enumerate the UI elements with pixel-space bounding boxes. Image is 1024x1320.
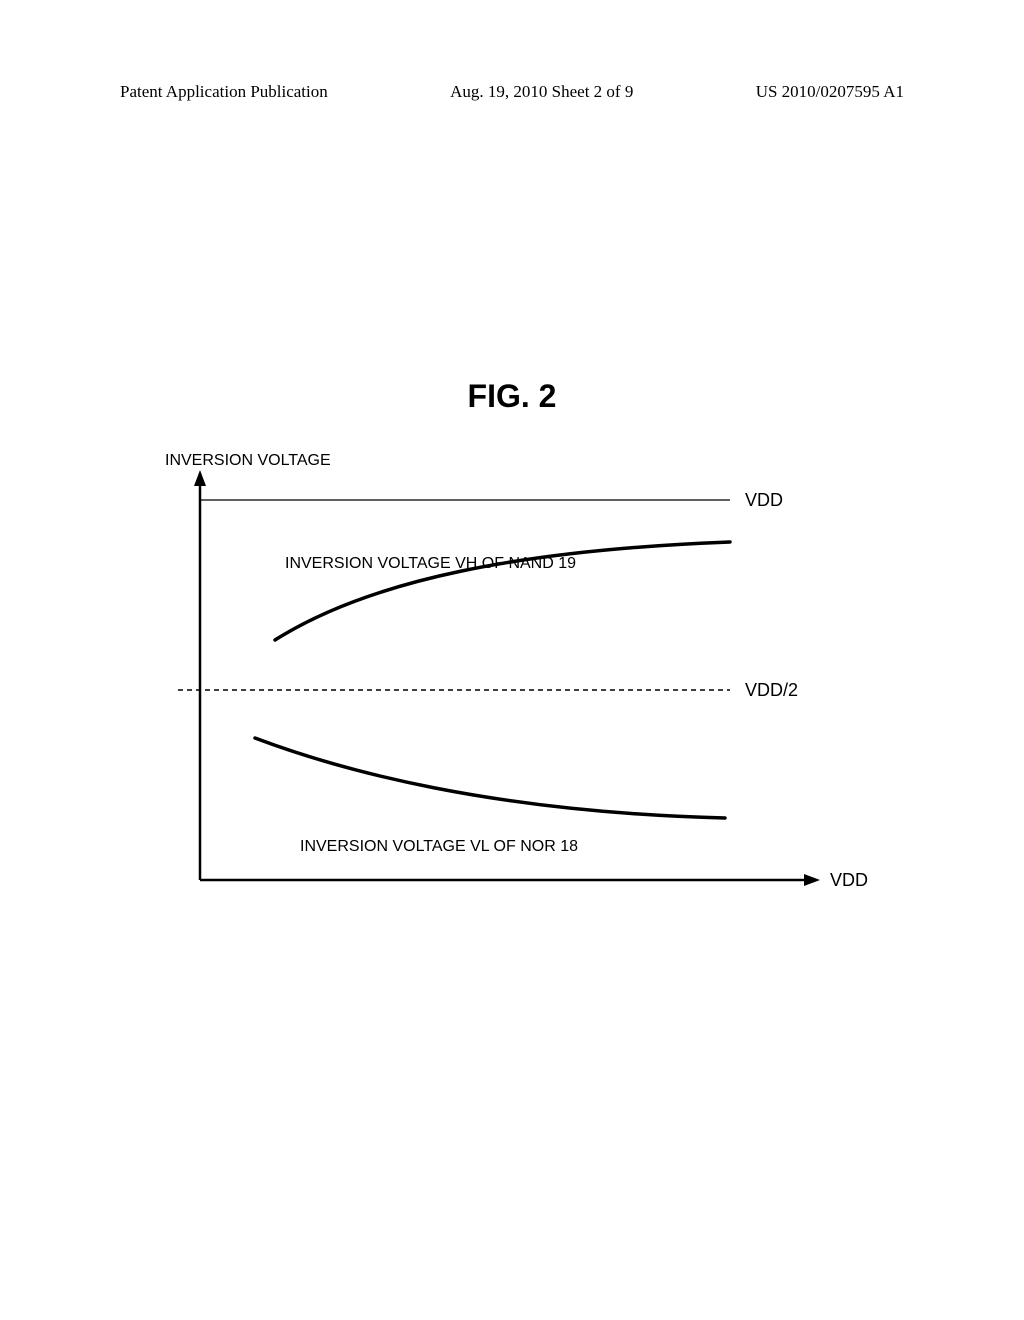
vdd-half-label: VDD/2	[745, 680, 798, 701]
x-axis-label: VDD	[830, 870, 868, 891]
x-axis-arrow	[804, 874, 820, 886]
lower-curve-label: INVERSION VOLTAGE VL OF NOR 18	[300, 838, 578, 856]
lower-curve	[255, 738, 725, 818]
vdd-label: VDD	[745, 490, 783, 511]
figure-title: FIG. 2	[0, 378, 1024, 415]
header-right: US 2010/0207595 A1	[756, 82, 904, 102]
patent-header: Patent Application Publication Aug. 19, …	[0, 82, 1024, 102]
header-center: Aug. 19, 2010 Sheet 2 of 9	[450, 82, 633, 102]
header-left: Patent Application Publication	[120, 82, 328, 102]
upper-curve-label: INVERSION VOLTAGE VH OF NAND 19	[285, 555, 576, 573]
y-axis-arrow	[194, 470, 206, 486]
chart-container: INVERSION VOLTAGE VDD VDD/2 VDD INVERSIO…	[170, 450, 870, 920]
